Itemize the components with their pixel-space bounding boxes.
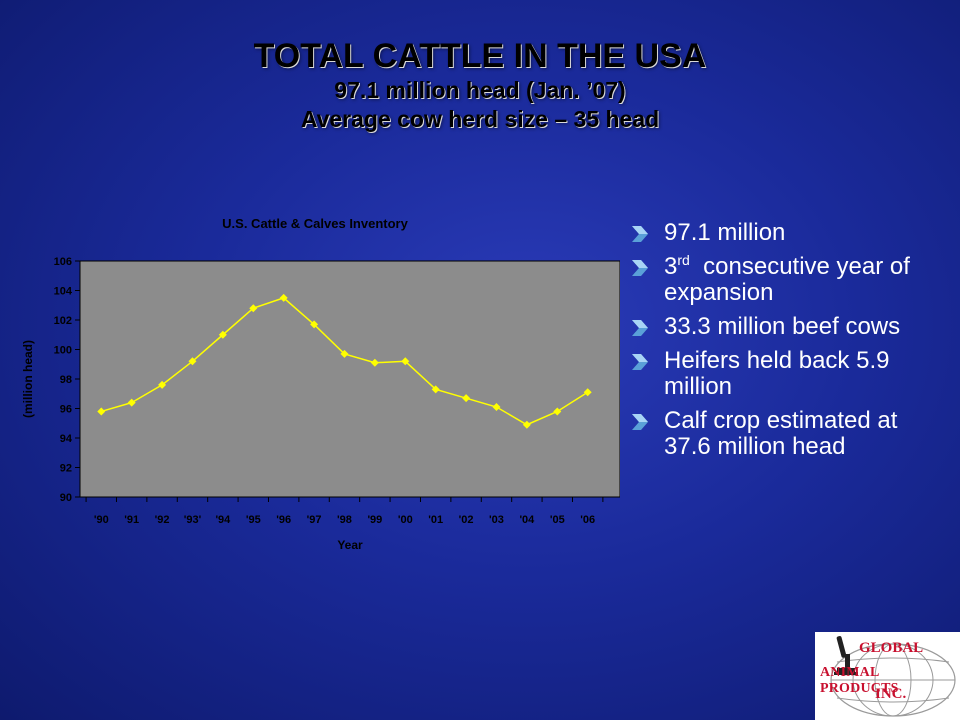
chevron-right-icon <box>632 354 648 370</box>
y-tick-label: 92 <box>60 463 72 475</box>
chevron-right-icon <box>632 414 648 430</box>
data-point <box>310 320 319 329</box>
data-point <box>431 385 440 394</box>
data-point <box>188 357 197 366</box>
chart-svg: U.S. Cattle & Calves Inventory 90 92 94 96 9… <box>21 216 621 552</box>
plot-area <box>79 260 621 498</box>
title-line-1: TOTAL CATTLE IN THE USA <box>253 37 707 75</box>
bullet-item: Heifers held back 5.9 million <box>628 348 948 400</box>
x-tick-label: '04 <box>519 514 535 526</box>
bullet-text-rest: consecutive year of expansion <box>664 253 917 306</box>
y-tick-label: 104 <box>54 286 73 298</box>
title-line-2: 97.1 million head (Jan. ’07) <box>334 77 626 103</box>
data-point <box>522 420 531 429</box>
bullet-text: 33.3 million beef cows <box>664 313 901 340</box>
microscope-icon <box>834 636 858 675</box>
title-line-3: Average cow herd size – 35 head <box>300 106 660 132</box>
x-tick-label: '94 <box>215 514 231 526</box>
x-tick-label: '98 <box>337 514 352 526</box>
bullet-item: 33.3 million beef cows <box>628 314 948 340</box>
data-point <box>97 407 106 416</box>
data-point <box>218 330 227 339</box>
x-tick-label: '05 <box>550 514 565 526</box>
x-tick-label: '00 <box>398 514 413 526</box>
company-logo: GLOBAL ANIMAL PRODUCTS INC. <box>815 632 960 720</box>
x-tick-label: '90 <box>94 514 109 526</box>
x-axis-label: Year <box>337 538 363 552</box>
globe-icon <box>830 636 956 717</box>
y-tick-label: 98 <box>60 374 72 386</box>
x-tick-label: '06 <box>580 514 595 526</box>
bullet-text-superscript: rd <box>677 252 690 268</box>
chart-title: U.S. Cattle & Calves Inventory <box>222 216 408 231</box>
x-tick-label: '99 <box>367 514 382 526</box>
data-point <box>340 349 349 358</box>
bullet-item: Calf crop estimated at 37.6 million head <box>628 408 948 460</box>
chevron-right-icon <box>632 320 648 336</box>
data-point <box>492 403 501 412</box>
x-tick-label: '93' <box>184 514 202 526</box>
y-tick-label: 102 <box>54 315 72 327</box>
x-tick-label: '02 <box>459 514 474 526</box>
data-point <box>462 394 471 403</box>
x-tick-label: '92 <box>155 514 170 526</box>
chevron-right-icon <box>632 226 648 242</box>
logo-text-line-1: GLOBAL <box>859 640 924 656</box>
y-tick-label: 96 <box>60 404 72 416</box>
chevron-right-icon <box>632 260 648 276</box>
x-tick-label: '96 <box>276 514 291 526</box>
y-tick-label: 90 <box>60 492 72 504</box>
data-point <box>553 407 562 416</box>
data-point <box>158 380 167 389</box>
x-tick-label: '91 <box>124 514 139 526</box>
y-tick-label: 100 <box>54 345 72 357</box>
y-tick-label: 94 <box>60 433 73 445</box>
logo-text-line-2: ANIMAL PRODUCTS <box>820 665 899 696</box>
bullet-text: Calf crop estimated at 37.6 million head <box>664 407 898 460</box>
bullet-text: Heifers held back 5.9 million <box>664 347 890 400</box>
data-point <box>370 358 379 367</box>
bullet-text: 3rd consecutive year of expansion <box>664 252 948 306</box>
bullet-text-ordinal: 3 <box>664 253 678 280</box>
bullet-item: 97.1 million <box>628 220 948 246</box>
data-point <box>401 357 410 366</box>
y-tick-label: 106 <box>54 256 72 268</box>
x-tick-label: '95 <box>246 514 261 526</box>
data-point <box>279 293 288 302</box>
logo-text-line-3: INC. <box>875 686 907 702</box>
bullet-text: 97.1 million <box>664 219 786 246</box>
bullet-item: 3rd consecutive year of expansion <box>628 252 948 306</box>
y-axis-label: (million head) <box>21 340 35 418</box>
cattle-inventory-chart: U.S. Cattle & Calves Inventory 90 92 94 96 9… <box>10 200 621 570</box>
bullet-list: 97.1 million 3rd consecutive year of exp… <box>628 220 948 468</box>
data-point <box>249 304 258 313</box>
x-tick-label: '01 <box>428 514 443 526</box>
x-tick-label: '97 <box>307 514 322 526</box>
x-tick-label: '03 <box>489 514 504 526</box>
data-point <box>583 388 592 397</box>
slide-title: TOTAL CATTLE IN THE USA 97.1 million hea… <box>0 36 960 134</box>
